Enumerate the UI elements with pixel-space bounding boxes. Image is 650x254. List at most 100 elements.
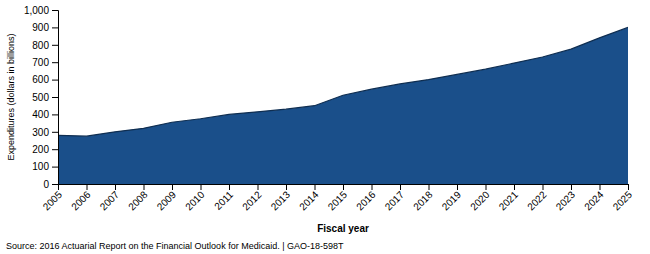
y-tick: 600: [32, 74, 58, 85]
y-tick-mark: [52, 149, 58, 150]
y-tick-label: 400: [32, 109, 49, 120]
x-tick: 2008: [126, 184, 150, 212]
x-tick: 2024: [582, 184, 606, 212]
x-tick-label: 2007: [98, 189, 122, 213]
x-tick-label: 2012: [240, 189, 264, 213]
y-tick: 900: [32, 22, 58, 33]
x-tick-label: 2011: [212, 189, 235, 212]
x-tick: 2015: [326, 184, 350, 212]
y-tick-mark: [52, 10, 58, 11]
y-tick-label: 500: [32, 92, 49, 103]
area: [58, 27, 628, 184]
x-tick-mark: [457, 184, 458, 190]
y-axis: 0 100 200 300 400 500 600 700 800 900 1,000: [24, 5, 59, 190]
x-axis-line: [59, 185, 629, 191]
y-tick-label: 700: [32, 57, 49, 68]
x-tick-label: 2017: [383, 189, 407, 213]
x-tick: 2023: [554, 184, 578, 212]
x-tick: 2017: [383, 184, 407, 212]
line: [58, 27, 628, 136]
x-tick-label: 2006: [69, 189, 93, 213]
y-tick-mark: [52, 132, 58, 133]
y-tick: 100: [32, 161, 58, 172]
y-tick-label: 300: [32, 127, 49, 138]
x-tick-mark: [429, 184, 430, 190]
x-tick: 2011: [212, 184, 235, 212]
y-tick-mark: [52, 27, 58, 28]
x-axis-title: Fiscal year: [317, 223, 369, 234]
x-tick-mark: [600, 184, 601, 190]
y-tick: 800: [32, 40, 58, 51]
x-tick-label: 2009: [155, 189, 179, 213]
y-tick: 200: [32, 144, 58, 155]
x-tick-label: 2025: [611, 189, 635, 213]
x-tick-label: 2008: [126, 189, 150, 213]
x-tick-label: 2022: [525, 189, 549, 213]
x-tick-label: 2020: [468, 189, 492, 213]
marks: [58, 27, 628, 184]
x-tick: 2014: [297, 184, 321, 212]
x-tick: 2005: [41, 184, 65, 212]
x-tick-label: 2013: [269, 189, 293, 213]
x-tick-label: 2018: [411, 189, 435, 213]
y-tick: 300: [32, 127, 58, 138]
y-tick: 0: [43, 179, 58, 190]
x-tick: 2018: [411, 184, 435, 212]
x-tick: 2021: [497, 184, 521, 212]
plot: 01002003004005006007008009001,0002005200…: [24, 5, 634, 213]
x-tick-mark: [258, 184, 259, 190]
x-tick-mark: [400, 184, 401, 190]
x-tick: 2012: [240, 184, 264, 212]
x-axis: 2005200620072008200920102011201220132014…: [41, 184, 635, 212]
x-tick: 2016: [354, 184, 378, 212]
y-tick-label: 0: [43, 179, 49, 190]
x-tick-mark: [172, 184, 173, 190]
y-axis-line: [52, 11, 59, 185]
chart: 01002003004005006007008009001,0002005200…: [0, 0, 650, 254]
x-tick: 2006: [69, 184, 93, 212]
x-tick-label: 2005: [41, 189, 65, 213]
y-tick-mark: [52, 80, 58, 81]
x-tick-label: 2015: [326, 189, 350, 213]
source-note: Source: 2016 Actuarial Report on the Fin…: [6, 241, 344, 251]
x-tick-label: 2016: [354, 189, 378, 213]
x-tick-mark: [144, 184, 145, 190]
x-tick: 2010: [183, 184, 207, 212]
x-tick-mark: [87, 184, 88, 190]
x-tick-label: 2019: [440, 189, 464, 213]
x-tick-mark: [628, 184, 629, 190]
y-tick-label: 600: [32, 74, 49, 85]
x-tick-mark: [514, 184, 515, 190]
x-tick-mark: [372, 184, 373, 190]
x-tick-label: 2023: [554, 189, 578, 213]
x-tick-mark: [486, 184, 487, 190]
x-tick: 2025: [611, 184, 635, 212]
y-tick: 700: [32, 57, 58, 68]
y-tick-label: 1,000: [24, 5, 49, 16]
x-tick-mark: [115, 184, 116, 190]
x-tick: 2019: [440, 184, 464, 212]
x-tick: 2007: [98, 184, 122, 212]
y-tick-mark: [52, 97, 58, 98]
x-tick: 2022: [525, 184, 549, 212]
x-tick-mark: [315, 184, 316, 190]
x-tick-mark: [343, 184, 344, 190]
y-tick-label: 800: [32, 40, 49, 51]
y-tick-label: 200: [32, 144, 49, 155]
x-tick: 2009: [155, 184, 179, 212]
y-tick-mark: [52, 62, 58, 63]
x-tick-mark: [201, 184, 202, 190]
y-tick-mark: [52, 184, 58, 185]
x-tick-label: 2010: [183, 189, 207, 213]
x-tick: 2020: [468, 184, 492, 212]
x-tick-label: 2024: [582, 189, 606, 213]
y-tick-mark: [52, 114, 58, 115]
y-tick-mark: [52, 167, 58, 168]
y-tick-mark: [52, 45, 58, 46]
x-tick-mark: [571, 184, 572, 190]
y-tick-label: 100: [32, 161, 49, 172]
y-tick: 1,000: [24, 5, 58, 16]
x-tick-mark: [229, 184, 230, 190]
x-tick-mark: [58, 184, 59, 190]
y-tick: 500: [32, 92, 58, 103]
